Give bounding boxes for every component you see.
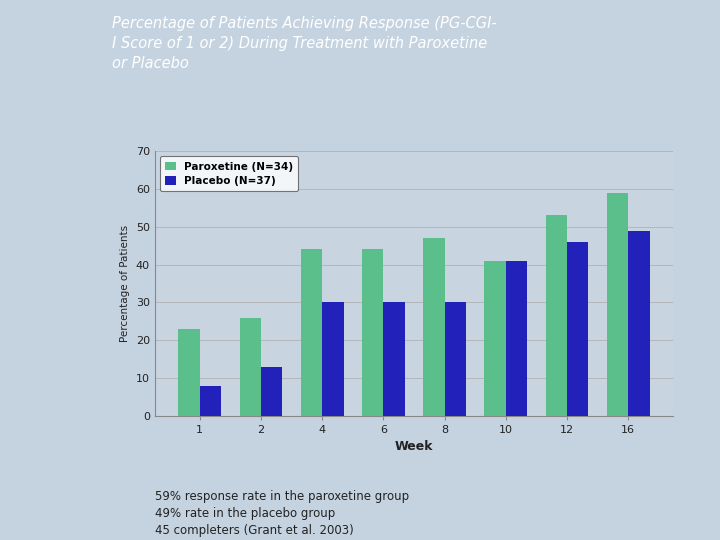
Text: 59% response rate in the paroxetine group
49% rate in the placebo group
45 compl: 59% response rate in the paroxetine grou… [155,490,409,537]
Bar [546,215,567,416]
Bar [629,231,649,416]
X-axis label: Week: Week [395,441,433,454]
Bar [567,242,588,416]
Bar [607,193,629,416]
Bar [362,249,383,416]
Bar [322,302,343,416]
Y-axis label: Percentage of Patients: Percentage of Patients [120,225,130,342]
Bar [383,302,405,416]
Legend: Paroxetine (N=34), Placebo (N=37): Paroxetine (N=34), Placebo (N=37) [160,157,298,191]
Text: Percentage of Patients Achieving Response (PG-CGI-
I Score of 1 or 2) During Tre: Percentage of Patients Achieving Respons… [112,16,496,71]
Bar [485,261,506,416]
Bar [445,302,466,416]
Bar [240,318,261,416]
Bar [506,261,527,416]
Bar [261,367,282,416]
Bar [301,249,322,416]
Bar [179,329,199,416]
Bar [423,238,445,416]
Bar [199,386,221,416]
